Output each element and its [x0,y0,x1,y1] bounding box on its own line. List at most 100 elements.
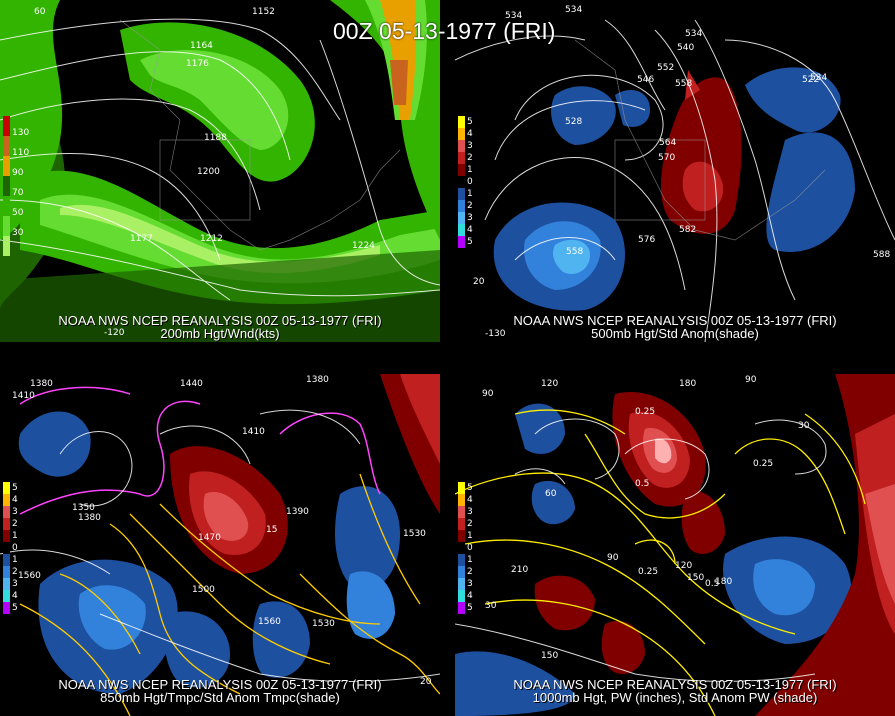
legend-label: 30 [12,228,24,238]
svg-text:-10: -10 [92,374,107,377]
svg-text:210: 210 [511,565,528,575]
map-850mb: 1380 1410 1440 1410 1380 1350 1380 1470 … [0,374,440,716]
svg-text:-120: -120 [104,328,125,338]
svg-text:1470: 1470 [198,533,221,543]
legend-swatch [458,506,465,518]
svg-text:1560: 1560 [18,571,41,581]
legend-label: 3 [467,579,473,589]
legend-swatch [458,116,465,128]
legend-label: 4 [467,129,473,139]
legend-label: 130 [12,128,30,138]
legend-swatch [458,602,465,614]
svg-text:558: 558 [675,79,692,89]
legend-label: 2 [467,567,473,577]
legend-label: 2 [12,519,18,529]
svg-text:1530: 1530 [403,529,426,539]
svg-text:20: 20 [473,277,485,287]
legend-std-anom: 5 4 3 2 1 0 1 2 3 4 5 [455,482,485,622]
legend-label: 1 [467,531,473,541]
legend-label: 4 [12,495,18,505]
svg-text:1410: 1410 [12,391,35,401]
svg-text:150: 150 [541,651,558,661]
legend-swatch [3,590,10,602]
legend-label: 3 [467,213,473,223]
legend-swatch [458,530,465,542]
legend-swatch [458,188,465,200]
svg-text:1440: 1440 [180,379,203,389]
legend-label: 4 [12,591,18,601]
legend-label: 2 [12,567,18,577]
legend-swatch [3,566,10,578]
svg-text:30: 30 [485,601,497,611]
svg-text:1380: 1380 [78,513,101,523]
legend-label: 2 [467,519,473,529]
legend-swatch [458,152,465,164]
svg-text:1177: 1177 [130,234,153,244]
svg-text:534: 534 [565,5,582,15]
legend-label: 3 [467,141,473,151]
svg-text:60: 60 [545,489,557,499]
caption-line1: NOAA NWS NCEP REANALYSIS 00Z 05-13-1977 … [513,313,837,328]
legend-label: 1 [12,531,18,541]
legend-swatch [458,542,465,554]
legend-label: 3 [467,507,473,517]
svg-text:90: 90 [607,553,619,563]
legend-swatch [458,224,465,236]
svg-text:20: 20 [420,677,432,687]
legend-swatch [3,482,10,494]
legend-label: 3 [12,507,18,517]
svg-text:540: 540 [677,43,694,53]
panel-500mb: 534 534 534 540 546 552 558 564 570 576 … [455,0,895,342]
legend-swatch [458,482,465,494]
svg-text:1380: 1380 [30,379,53,389]
svg-text:558: 558 [566,247,583,257]
svg-text:0.5: 0.5 [635,479,649,489]
legend-label: 0 [12,543,18,553]
legend-swatch [458,578,465,590]
legend-swatch [458,212,465,224]
svg-text:534: 534 [685,29,702,39]
panel-850mb: 1380 1410 1440 1410 1380 1350 1380 1470 … [0,374,440,716]
legend-label: 4 [467,591,473,601]
svg-text:534: 534 [810,73,827,83]
legend-swatch [458,518,465,530]
svg-text:1350: 1350 [72,503,95,513]
svg-text:546: 546 [637,75,654,85]
legend-swatch [3,494,10,506]
caption-line1: NOAA NWS NCEP REANALYSIS 00Z 05-13-1977 … [513,677,837,692]
legend-swatch [458,200,465,212]
svg-text:1380: 1380 [306,375,329,385]
svg-text:150: 150 [687,573,704,583]
svg-text:576: 576 [638,235,655,245]
svg-text:1530: 1530 [312,619,335,629]
svg-text:30: 30 [798,421,810,431]
svg-text:1164: 1164 [190,41,213,51]
svg-text:0.25: 0.25 [638,567,658,577]
legend-swatch [458,554,465,566]
svg-text:120: 120 [675,561,692,571]
legend-swatch [458,566,465,578]
caption-line2: 850mb Hgt/Tmpc/Std Anom Tmpc(shade) [100,690,340,705]
legend-label: 5 [467,483,473,493]
svg-text:522: 522 [802,75,819,85]
svg-text:90: 90 [482,389,494,399]
legend-swatch [3,506,10,518]
legend-swatch [3,602,10,614]
svg-text:552: 552 [657,63,674,73]
svg-text:1176: 1176 [186,59,209,69]
legend-swatch [458,140,465,152]
svg-text:120: 120 [541,379,558,389]
legend-label: 70 [12,188,24,198]
legend-swatch [458,128,465,140]
legend-label: 4 [467,495,473,505]
svg-text:-130: -130 [485,329,506,339]
legend-label: 5 [12,603,18,613]
svg-text:528: 528 [565,117,582,127]
legend-label: 2 [467,201,473,211]
legend-swatch [3,518,10,530]
legend-label: 0 [467,543,473,553]
legend-swatch [458,176,465,188]
legend-label: 0 [467,177,473,187]
legend-std-anom: 5 4 3 2 1 0 1 2 3 4 5 [455,116,485,256]
caption-line2: 200mb Hgt/Wnd(kts) [160,326,280,341]
